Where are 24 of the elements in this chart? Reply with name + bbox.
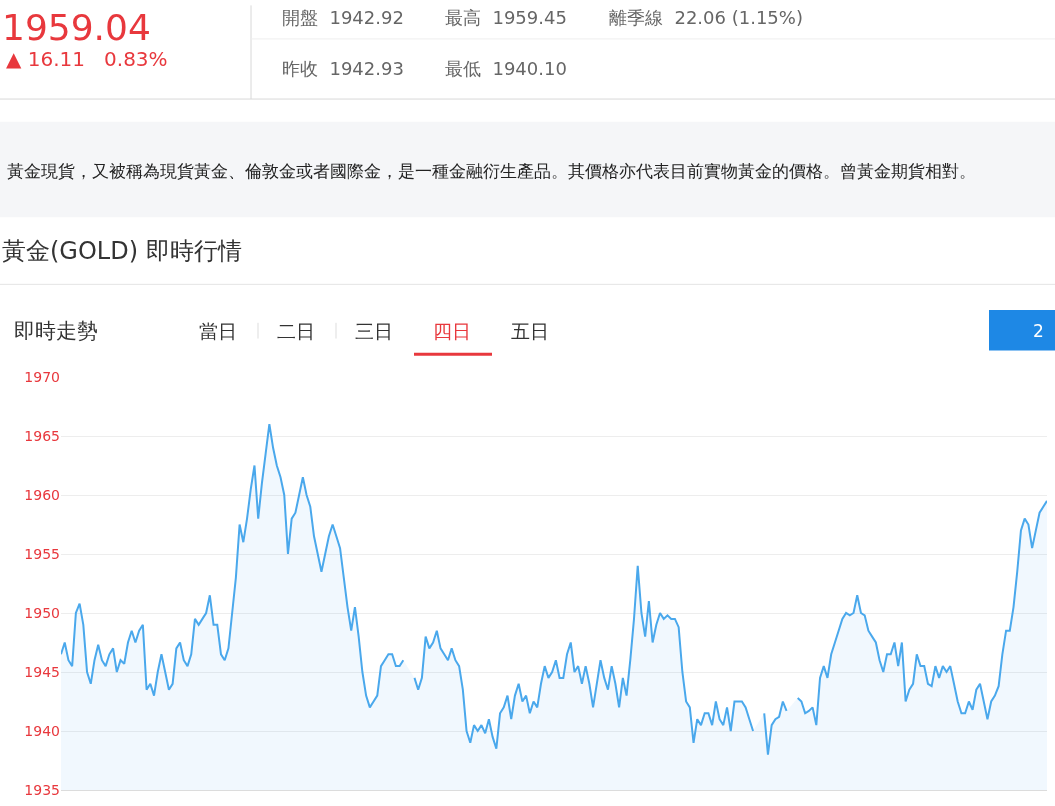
text: 離季線 22.06 (1.15%) [609,7,803,28]
text: 最低 1940.10 [445,58,567,79]
text: 五日 [511,320,549,342]
y-tick-label: 1940 [24,722,60,739]
text: 2 [1033,321,1044,341]
y-tick-label: 1950 [24,604,60,621]
y-tick-label: 1960 [24,486,60,503]
y-tick-label: 1955 [24,545,60,562]
text: 三日 [355,320,393,342]
chart-subtitle: 黃金現貨，又被稱為現貨黃金、倫敦金或者國際金，是一種金融衍生產品。其價格亦代表目前實物黃金的價格。曾黃金期貨相對。 [7,161,976,181]
y-tick-label: 1935 [24,781,60,798]
y-tick-label: 1945 [24,663,60,680]
text: 當日 [199,320,237,342]
chart-title: 黃金(GOLD) 即時行情 [2,237,242,265]
y-tick-label: 1970 [24,368,60,385]
text: 最高 1959.45 [445,7,567,28]
text: 四日 [433,320,471,342]
text: 二日 [277,320,315,342]
text: 開盤 1942.92 [282,7,404,28]
text: 即時走勢 [14,319,98,343]
text: 昨收 1942.93 [282,58,404,79]
text: ▲ 16.11 0.83% [6,47,168,71]
text: 1959.04 [2,7,151,48]
y-tick-label: 1965 [24,427,60,444]
